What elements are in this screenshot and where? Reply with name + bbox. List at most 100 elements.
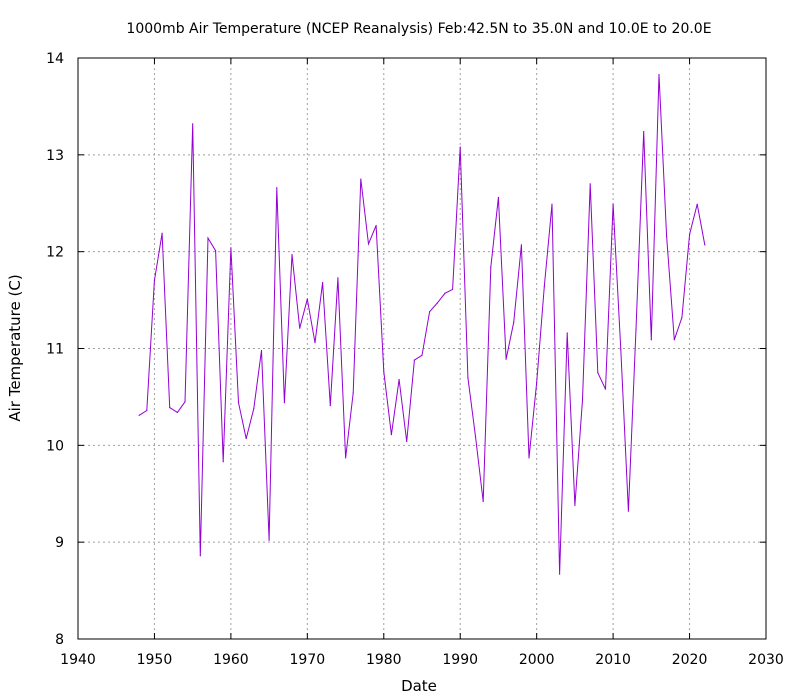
- x-tick-label: 2020: [672, 652, 708, 668]
- data-point: [138, 414, 140, 416]
- data-point: [658, 73, 660, 76]
- data-point: [413, 359, 415, 361]
- data-point: [169, 406, 171, 409]
- data-point: [268, 539, 270, 541]
- data-point: [253, 407, 255, 410]
- data-point: [146, 409, 148, 412]
- data-point: [505, 358, 507, 360]
- data-point: [650, 339, 652, 341]
- data-point: [337, 277, 339, 279]
- data-point: [299, 327, 301, 329]
- x-tick-label: 1940: [60, 652, 96, 668]
- data-point: [688, 233, 691, 235]
- data-point: [398, 378, 400, 381]
- data-point: [230, 247, 232, 249]
- data-point: [444, 292, 446, 294]
- data-point: [237, 402, 240, 404]
- data-point: [490, 266, 492, 268]
- data-point: [352, 392, 354, 394]
- x-tick-label: 1950: [137, 652, 173, 668]
- y-tick-label: 8: [55, 632, 64, 648]
- data-point: [222, 461, 224, 463]
- series-group: [138, 73, 706, 575]
- data-point: [620, 348, 622, 351]
- data-point: [474, 436, 477, 438]
- x-tick-label: 2000: [519, 652, 555, 668]
- data-point: [604, 388, 607, 390]
- data-point: [696, 203, 698, 205]
- data-point: [276, 187, 278, 189]
- data-point: [681, 316, 683, 319]
- data-point: [199, 555, 201, 557]
- x-tick-label: 2030: [748, 652, 784, 668]
- y-axis: 8 9 10 11 12 13 14: [46, 51, 766, 648]
- data-point: [192, 123, 194, 125]
- data-point: [574, 504, 576, 506]
- data-point: [429, 311, 431, 313]
- data-point: [161, 232, 163, 234]
- x-tick-label: 1980: [366, 652, 402, 668]
- data-point: [207, 237, 209, 239]
- data-point: [559, 573, 561, 575]
- data-point: [597, 372, 599, 374]
- grid: [78, 58, 766, 639]
- data-point: [383, 371, 385, 373]
- data-point: [673, 339, 675, 341]
- data-point: [528, 457, 530, 459]
- series-line-0: [138, 74, 706, 575]
- data-point: [367, 243, 370, 245]
- x-tick-label: 1990: [442, 652, 478, 668]
- data-point: [543, 285, 545, 288]
- data-point: [329, 405, 331, 407]
- data-point: [245, 437, 247, 440]
- data-point: [643, 130, 645, 133]
- data-point: [612, 203, 614, 205]
- data-point: [215, 250, 217, 252]
- data-point: [314, 342, 316, 344]
- data-point: [375, 224, 377, 227]
- data-point: [704, 244, 706, 246]
- data-point: [627, 510, 630, 512]
- x-tick-label: 1960: [213, 652, 249, 668]
- data-point: [344, 457, 347, 459]
- data-point: [566, 332, 568, 334]
- data-point: [451, 288, 454, 291]
- x-tick-label: 2010: [595, 652, 631, 668]
- data-point: [536, 381, 538, 383]
- y-axis-label: Air Temperature (C): [6, 274, 24, 421]
- data-point: [322, 282, 324, 284]
- y-tick-label: 10: [46, 438, 64, 454]
- x-axis-label: Date: [401, 677, 437, 695]
- data-point: [666, 235, 668, 237]
- data-point: [390, 434, 393, 436]
- data-point: [436, 302, 438, 304]
- data-point: [184, 401, 186, 403]
- y-tick-label: 11: [46, 342, 64, 358]
- y-tick-label: 13: [46, 148, 64, 164]
- data-point: [589, 183, 591, 185]
- data-point: [360, 178, 362, 180]
- chart-title: 1000mb Air Temperature (NCEP Reanalysis)…: [126, 21, 711, 37]
- data-point: [581, 399, 584, 401]
- data-point: [520, 244, 522, 246]
- data-point: [421, 354, 423, 356]
- y-tick-label: 9: [55, 535, 64, 551]
- y-tick-label: 14: [46, 51, 64, 67]
- data-point: [467, 376, 469, 379]
- data-point: [513, 321, 515, 323]
- data-point: [635, 328, 637, 330]
- x-tick-label: 1970: [290, 652, 326, 668]
- y-tick-label: 12: [46, 245, 64, 261]
- data-point: [482, 500, 484, 503]
- data-point: [283, 402, 285, 404]
- data-point: [306, 298, 308, 300]
- data-point: [153, 280, 156, 282]
- data-point: [497, 196, 500, 199]
- data-point: [176, 411, 178, 414]
- data-point: [551, 203, 553, 205]
- data-point: [406, 440, 408, 443]
- data-point: [291, 253, 293, 256]
- data-point: [260, 349, 263, 352]
- x-axis: 1940 1950 1960 1970 1980 1990 2000 2010 2020 2030: [60, 58, 784, 668]
